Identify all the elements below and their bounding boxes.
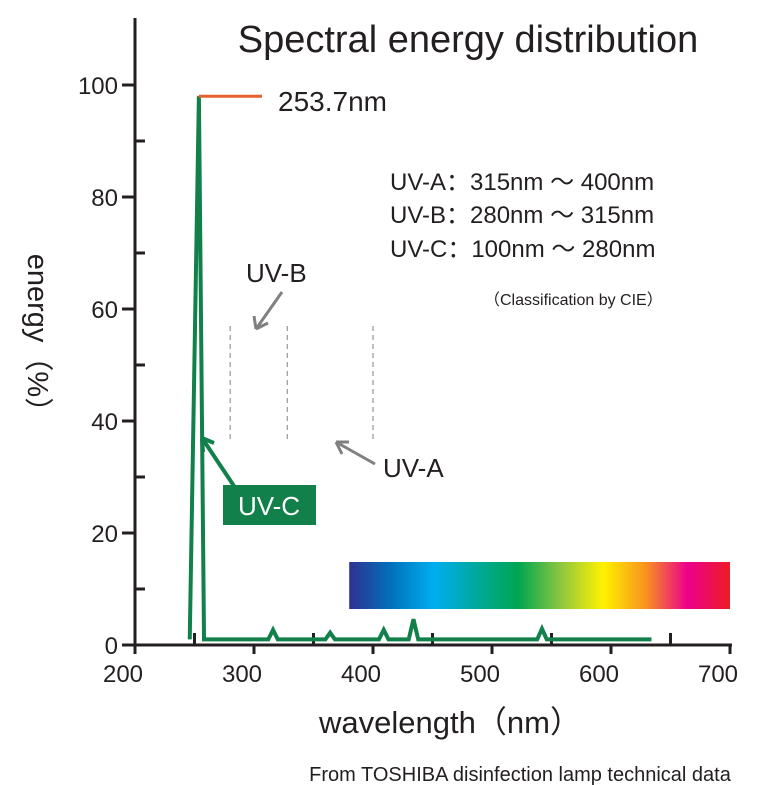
- uv-b-arrow-line: [254, 291, 284, 330]
- uv-c-label-box: [223, 485, 316, 525]
- uv-c-callout: UV-C: [200, 436, 316, 525]
- series-layer: [187, 96, 652, 642]
- y-tick-label: 20: [91, 521, 118, 548]
- uv-a-arrow-line: [335, 440, 376, 466]
- uv-a-callout: UV-A: [334, 440, 444, 483]
- y-tick-label: 60: [91, 297, 118, 324]
- source-note: From TOSHIBA disinfection lamp technical…: [309, 764, 732, 785]
- uv-range-legend: UV-A：315nm ～ 400nm UV-B：280nm ～ 315nm UV…: [390, 169, 663, 309]
- y-tick-label: 100: [78, 73, 118, 100]
- uv-a-label: UV-A: [383, 453, 444, 483]
- peak-label: 253.7nm: [278, 86, 387, 117]
- classification-note: （Classification by CIE）: [484, 291, 663, 309]
- x-tick-label: 600: [579, 661, 619, 688]
- uv-a-arrowhead: [334, 440, 349, 455]
- y-tick-label: 40: [91, 409, 118, 436]
- chart-title: Spectral energy distribution: [238, 19, 698, 61]
- spectrum-series-line: [187, 96, 652, 642]
- uv-range-c: UV-C：100nm ～ 280nm: [390, 236, 655, 263]
- uv-b-arrowhead: [252, 315, 269, 331]
- x-tick-label: 200: [103, 661, 143, 688]
- uv-range-a: UV-A：315nm ～ 400nm: [390, 169, 654, 196]
- x-tick-label: 300: [222, 661, 262, 688]
- x-tick-label: 400: [341, 661, 381, 688]
- y-axis-ticks: 0 20 40 60 80 100: [78, 73, 145, 660]
- uv-range-b: UV-B：280nm ～ 315nm: [390, 202, 654, 229]
- band-boundary-lines: [229, 326, 374, 441]
- uv-b-callout: UV-B: [246, 258, 307, 331]
- uv-c-arrowhead: [200, 436, 215, 453]
- x-tick-label: 500: [460, 661, 500, 688]
- uv-c-label: UV-C: [238, 491, 300, 521]
- y-tick-label: 80: [91, 185, 118, 212]
- uv-c-arrow-line: [200, 436, 236, 488]
- x-axis-ticks: 200 300 400 500 600 700: [103, 633, 738, 688]
- y-tick-label: 0: [105, 633, 118, 660]
- uv-b-label: UV-B: [246, 258, 307, 288]
- axes: [133, 18, 732, 647]
- visible-spectrum-bar: [349, 562, 730, 609]
- x-tick-label: 700: [698, 661, 738, 688]
- y-axis-label: energy（%）: [21, 254, 53, 426]
- x-axis-label: wavelength（nm）: [318, 705, 581, 740]
